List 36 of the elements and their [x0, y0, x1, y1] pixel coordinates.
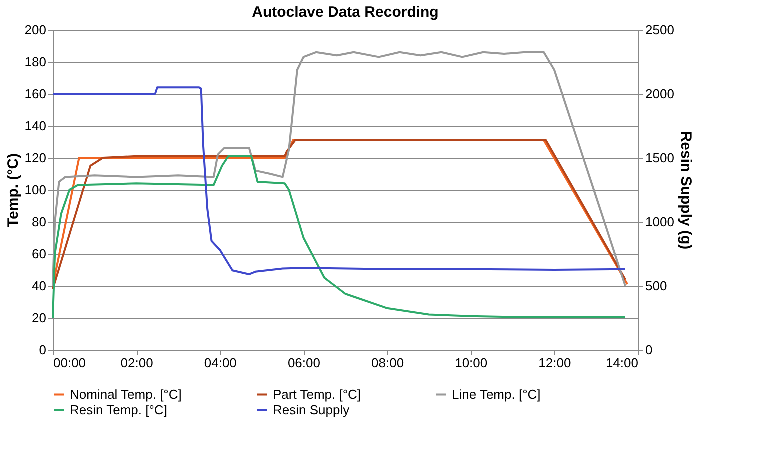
y2-tick-label: 1000	[646, 214, 674, 230]
line-series	[52, 86, 626, 276]
line-series	[52, 51, 626, 287]
x-tick-label: 06:00	[288, 356, 320, 370]
legend-label: Part Temp. [°C]	[273, 386, 362, 402]
x-tick-label: 10:00	[455, 356, 488, 370]
y2-tick-label: 1500	[646, 150, 674, 166]
x-tick-label: 14:00	[606, 356, 638, 370]
y-tick-label: 60	[32, 246, 46, 262]
legend-label: Resin Temp. [°C]	[70, 402, 168, 418]
legend-label: Nominal Temp. [°C]	[70, 386, 182, 402]
y-tick-label: 80	[32, 214, 46, 230]
y-tick-label: 140	[24, 118, 46, 134]
x-tick-label: 00:00	[54, 356, 86, 370]
y-tick-label: 100	[24, 182, 46, 198]
y-tick-label: 120	[24, 150, 46, 166]
y-tick-label: 20	[32, 310, 46, 326]
x-tick-label: 04:00	[204, 356, 237, 370]
y2-axis-title: Resin Supply (g)	[677, 131, 694, 250]
y-tick-label: 200	[24, 22, 46, 38]
x-tick-label: 08:00	[372, 356, 404, 370]
x-tick-label: 12:00	[538, 356, 572, 370]
chart-title: Autoclave Data Recording	[252, 4, 439, 21]
y-tick-label: 40	[32, 278, 46, 294]
y2-tick-label: 2000	[646, 86, 674, 102]
y2-tick-label: 2500	[646, 22, 674, 38]
x-tick-label: 02:00	[120, 356, 154, 370]
legend-label: Line Temp. [°C]	[452, 386, 541, 402]
legend-label: Resin Supply	[273, 402, 350, 418]
y-axis-title: Temp. (°C)	[4, 153, 22, 228]
y-tick-label: 160	[24, 86, 46, 102]
y2-tick-label: 0	[646, 342, 653, 358]
line-series	[52, 155, 626, 319]
y-tick-label: 180	[24, 54, 46, 70]
y-tick-label: 0	[39, 342, 46, 358]
y2-tick-label: 500	[646, 278, 668, 294]
